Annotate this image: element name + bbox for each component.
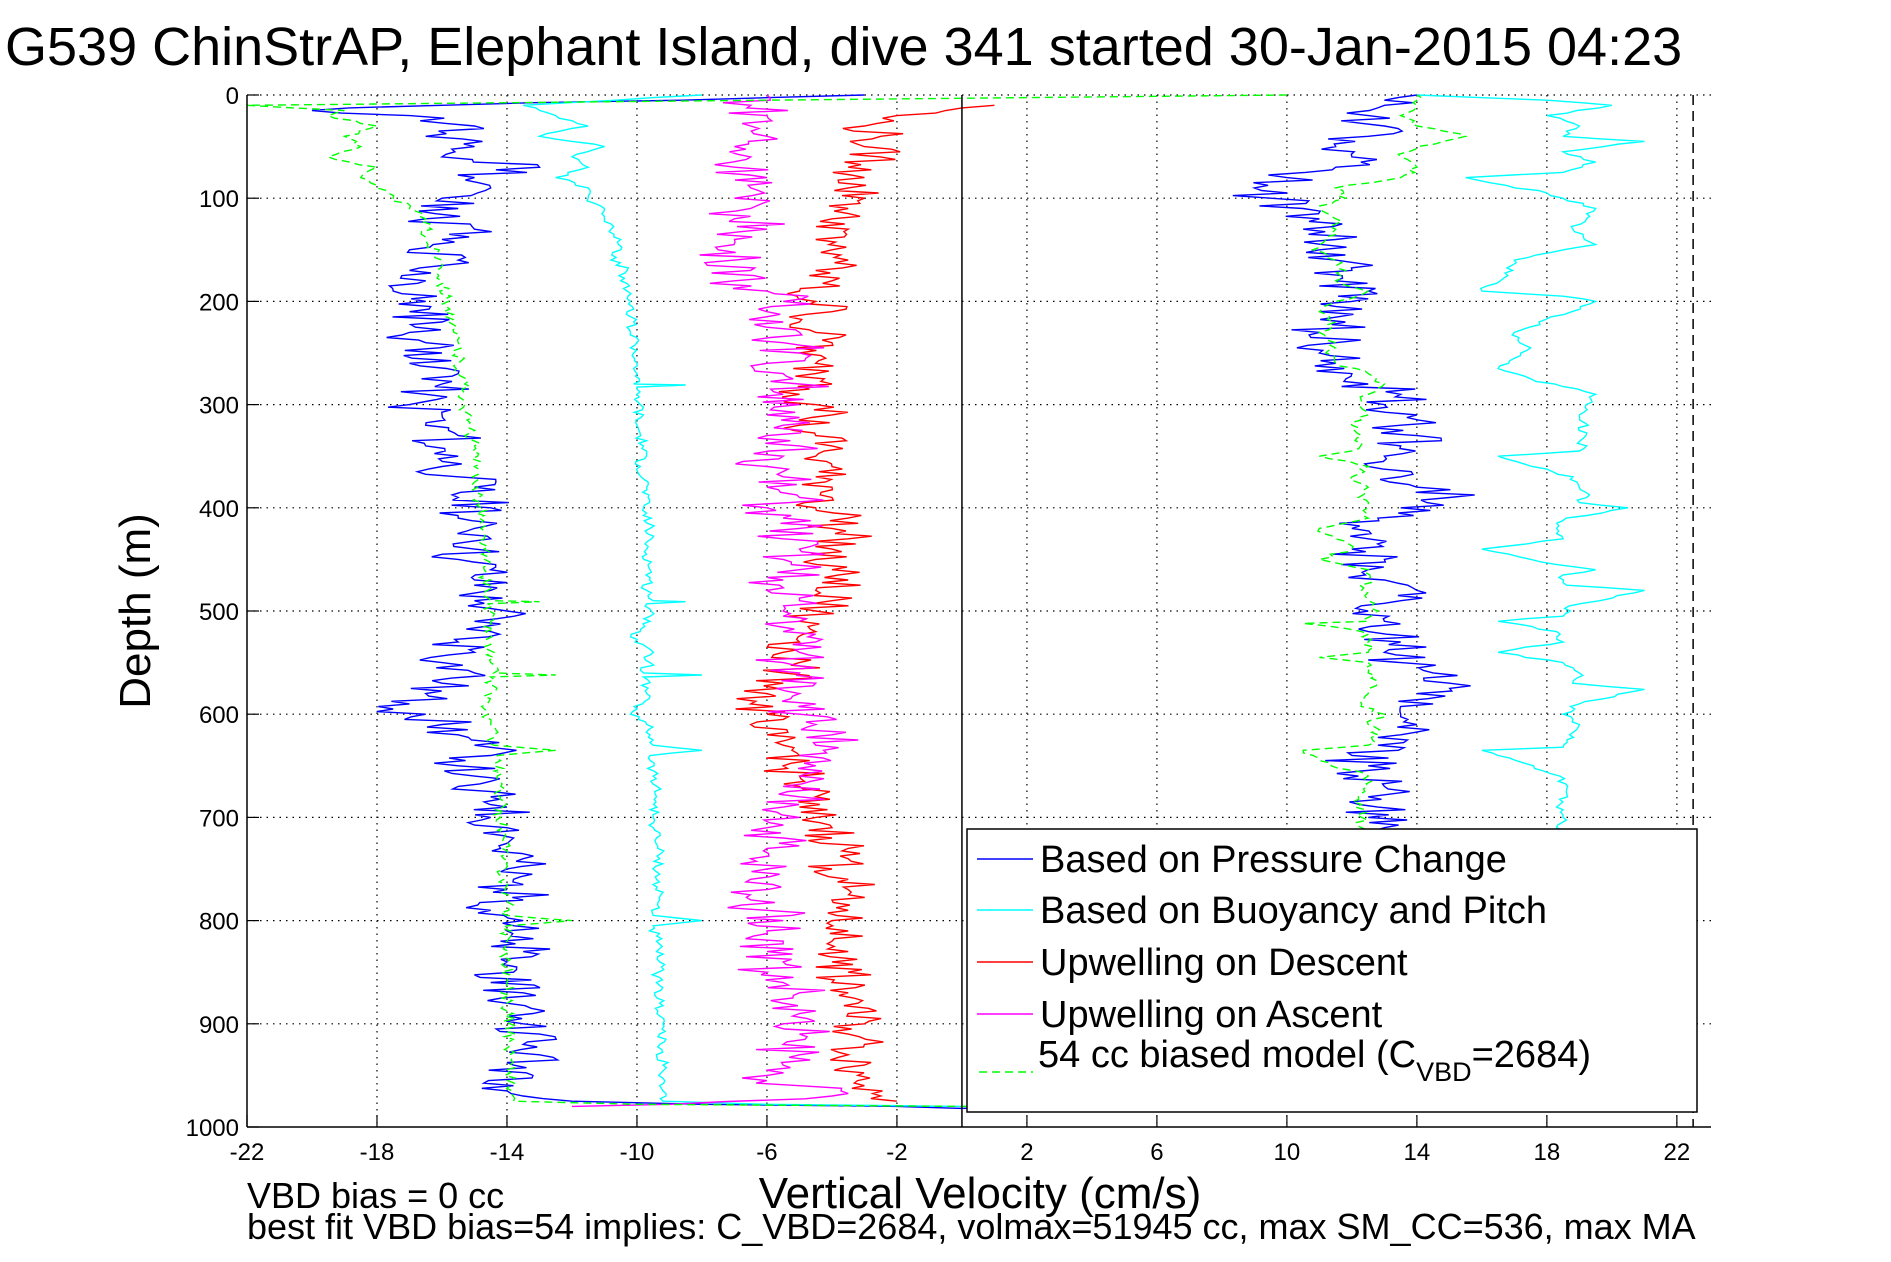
legend-model-subscript: VBD xyxy=(1416,1057,1472,1087)
y-tick-label: 900 xyxy=(199,1012,239,1039)
tick-labels: -22 -18 -14 -10 -6 -2 2 6 10 14 18 2201002003004005… xyxy=(186,83,1691,1166)
x-tick-label: 14 xyxy=(1404,1139,1431,1166)
legend-label-descent: Upwelling on Descent xyxy=(1040,942,1408,984)
x-tick-label: -22 xyxy=(230,1139,265,1166)
legend: Based on Pressure Change Based on Buoyan… xyxy=(966,828,1698,1113)
chart-title: G539 ChinStrAP, Elephant Island, dive 34… xyxy=(5,17,1682,77)
series-biased-model-descent xyxy=(246,94,1287,1108)
x-tick-label: -6 xyxy=(756,1139,777,1166)
x-tick-label: -14 xyxy=(490,1139,525,1166)
x-tick-label: -10 xyxy=(620,1139,655,1166)
legend-label-buoyancy: Based on Buoyancy and Pitch xyxy=(1040,890,1547,932)
y-tick-label: 800 xyxy=(199,909,239,936)
y-tick-label: 200 xyxy=(199,289,239,316)
legend-label-model: 54 cc biased model (CVBD=2684) xyxy=(1038,1034,1591,1087)
legend-model-main: 54 cc biased model (C xyxy=(1038,1034,1416,1076)
legend-label-ascent: Upwelling on Ascent xyxy=(1040,994,1383,1036)
y-tick-label: 1000 xyxy=(186,1115,239,1142)
legend-label-pressure: Based on Pressure Change xyxy=(1040,839,1507,881)
y-tick-label: 500 xyxy=(199,599,239,626)
best-fit-note: best fit VBD bias=54 implies: C_VBD=2684… xyxy=(247,1206,1696,1247)
y-tick-label: 700 xyxy=(199,805,239,832)
series-upwelling-ascent xyxy=(571,94,859,1108)
legend-box xyxy=(966,828,1698,1113)
y-tick-label: 300 xyxy=(199,393,239,420)
x-tick-label: 2 xyxy=(1020,1139,1033,1166)
y-axis-label: Depth (m) xyxy=(111,513,160,709)
x-tick-label: 18 xyxy=(1534,1139,1561,1166)
series-pressure-change-descent xyxy=(311,94,962,1110)
y-tick-label: 400 xyxy=(199,496,239,523)
y-tick-label: 600 xyxy=(199,702,239,729)
x-tick-label: -18 xyxy=(360,1139,395,1166)
x-tick-label: 6 xyxy=(1150,1139,1163,1166)
x-tick-label: -2 xyxy=(886,1139,907,1166)
axes xyxy=(246,94,1711,1128)
series-buoyancy-pitch-descent xyxy=(523,94,962,1108)
x-tick-label: 10 xyxy=(1274,1139,1301,1166)
vbd-bias-note: VBD bias = 0 cc xyxy=(247,1175,504,1216)
y-tick-label: 0 xyxy=(226,83,239,110)
legend-model-tail: =2684) xyxy=(1472,1034,1591,1076)
x-tick-label: 22 xyxy=(1664,1139,1691,1166)
y-tick-label: 100 xyxy=(199,186,239,213)
x-axis-label: Vertical Velocity (cm/s) xyxy=(759,1169,1202,1218)
